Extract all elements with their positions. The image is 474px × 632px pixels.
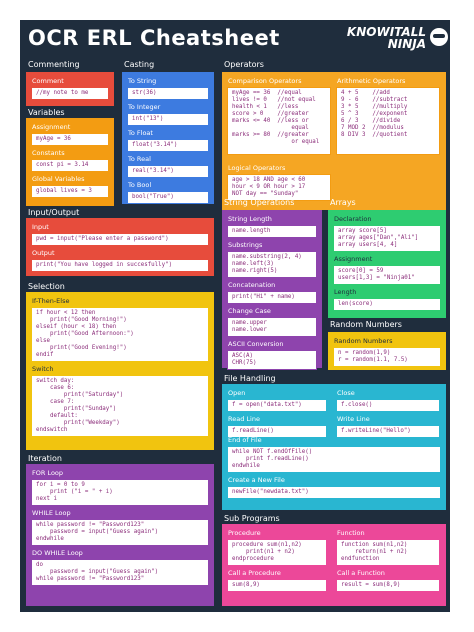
cheatsheet: OCR ERL Cheatsheet KNOWITALL NINJA Comme… [20,20,450,612]
section-operators: Operators [224,60,264,69]
section-file-handling: File Handling [224,374,276,383]
random-box: Random Numbers n = random(1,9) r = rando… [328,332,446,370]
comment-code: //my note to me [31,87,109,100]
ninja-icon [430,28,448,46]
arrays-box: Declaration array score[5] array ages["D… [328,210,446,318]
section-selection: Selection [28,282,65,291]
file-handling-box: Open f = open("data.txt") Read Line f.re… [222,384,446,510]
selection-box: If-Then-Else if hour < 12 then print("Go… [26,292,214,450]
page-title: OCR ERL Cheatsheet [28,26,280,50]
section-arrays: Arrays [330,198,356,207]
section-string-operations: String Operations [224,198,295,207]
logo: KNOWITALL NINJA [347,26,448,50]
variables-box: Assignment myAge = 36 Constants const pi… [26,118,114,206]
section-casting: Casting [124,60,155,69]
commenting-box: Comment //my note to me [26,72,114,106]
section-sub-programs: Sub Programs [224,514,280,523]
iteration-box: FOR Loop for i = 0 to 9 print ("i = " + … [26,464,214,606]
operators-box: Comparison Operators myAge == 36 //equal… [222,72,446,210]
sub-programs-box: Procedure procedure sum(n1,n2) print(n1 … [222,524,446,606]
section-iteration: Iteration [28,454,62,463]
io-box: Input pwd = input("Please enter a passwo… [26,218,214,276]
string-ops-box: String Length name.length Substrings nam… [222,210,322,370]
section-variables: Variables [28,108,65,117]
casting-box: To String str(36) To Integer int("13") T… [122,72,214,204]
section-random-numbers: Random Numbers [330,320,402,329]
section-commenting: Commenting [28,60,80,69]
section-input-output: Input/Output [28,208,80,217]
